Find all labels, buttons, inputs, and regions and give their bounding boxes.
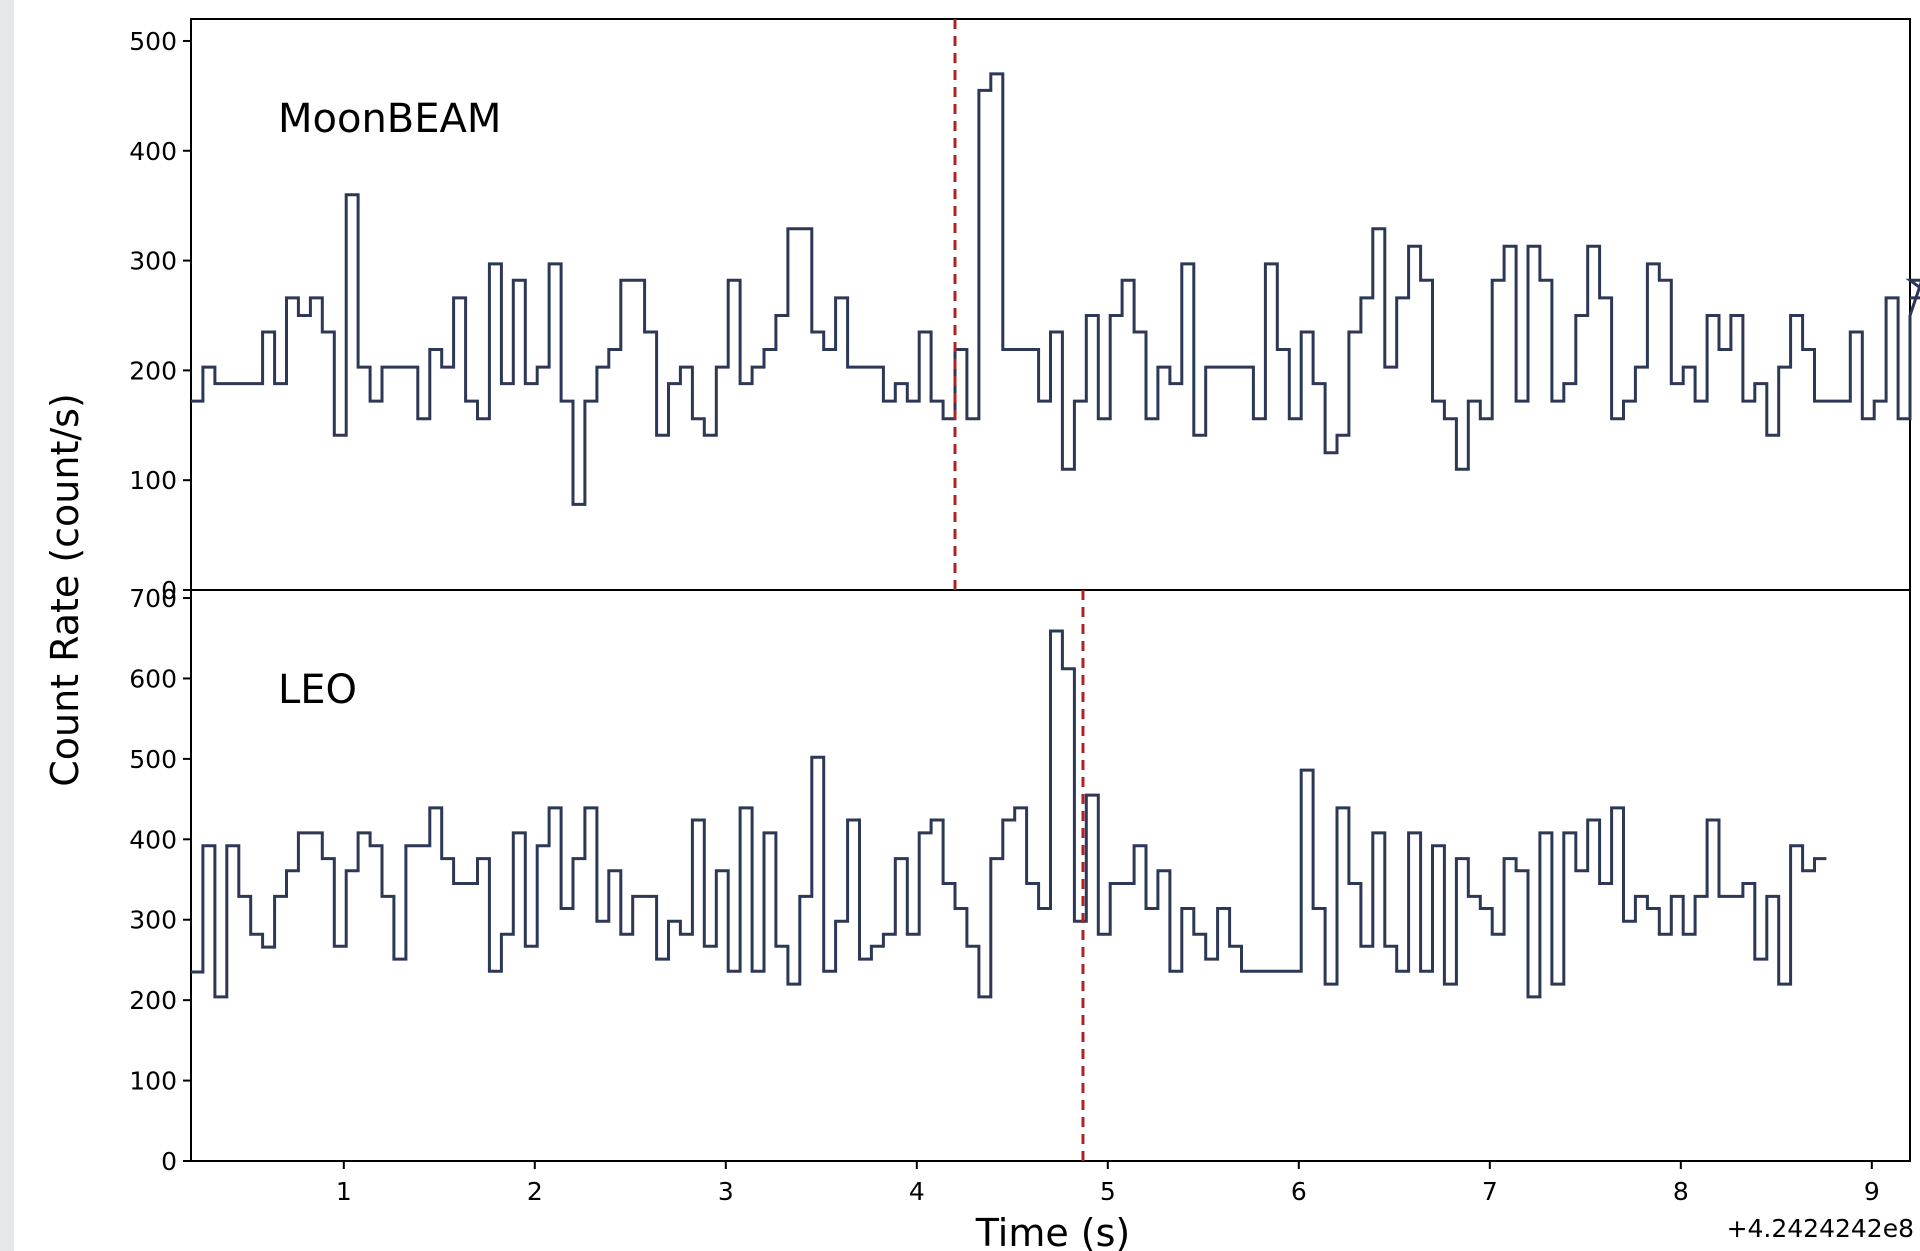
- y-tick-label: 0: [161, 1147, 177, 1176]
- x-tick-label: 2: [527, 1177, 543, 1206]
- x-ticks: 1 2 3 4 5 6 7 8 9: [336, 1161, 1880, 1206]
- x-tick-label: 3: [718, 1177, 734, 1206]
- x-tick-label: 9: [1864, 1177, 1880, 1206]
- x-offset-label: +4.2424242e8: [1727, 1214, 1914, 1243]
- panel-label-moonbeam: MoonBEAM: [278, 96, 501, 142]
- x-tick-label: 1: [336, 1177, 352, 1206]
- y-tick-label: 0: [161, 576, 177, 605]
- x-tick-label: 8: [1673, 1177, 1689, 1206]
- left-background-strip: [0, 0, 14, 1251]
- series-line-moonbeam: [191, 72, 1920, 506]
- y-tick-label: 100: [129, 466, 177, 495]
- y-tick-label: 400: [129, 825, 177, 854]
- y-tick-label: 200: [129, 986, 177, 1015]
- y-ticks-leo: 0 100 200 300 400 500 600 700: [129, 584, 191, 1176]
- series-line-leo: [191, 629, 1827, 999]
- y-axis-title: Count Rate (count/s): [43, 393, 87, 787]
- x-tick-label: 6: [1291, 1177, 1307, 1206]
- x-tick-label: 7: [1482, 1177, 1498, 1206]
- panel-label-leo: LEO: [278, 667, 357, 713]
- y-tick-label: 100: [129, 1067, 177, 1096]
- y-tick-label: 200: [129, 356, 177, 385]
- y-tick-label: 300: [129, 247, 177, 276]
- y-tick-label: 300: [129, 906, 177, 935]
- y-ticks-moonbeam: 0 100 200 300 400 500: [129, 27, 191, 605]
- x-tick-label: 5: [1100, 1177, 1116, 1206]
- panel-frame-leo: [190, 589, 1911, 1162]
- panel-leo: 0 100 200 300 400 500 600 700 LEO: [129, 584, 1827, 1176]
- y-tick-label: 700: [129, 584, 177, 613]
- panel-moonbeam: 0 100 200 300 400 500 MoonBEAM: [129, 19, 1920, 605]
- y-tick-label: 600: [129, 664, 177, 693]
- y-tick-label: 500: [129, 745, 177, 774]
- x-tick-label: 4: [909, 1177, 925, 1206]
- y-tick-label: 400: [129, 137, 177, 166]
- x-axis-title: Time (s): [975, 1211, 1131, 1251]
- y-tick-label: 500: [129, 27, 177, 56]
